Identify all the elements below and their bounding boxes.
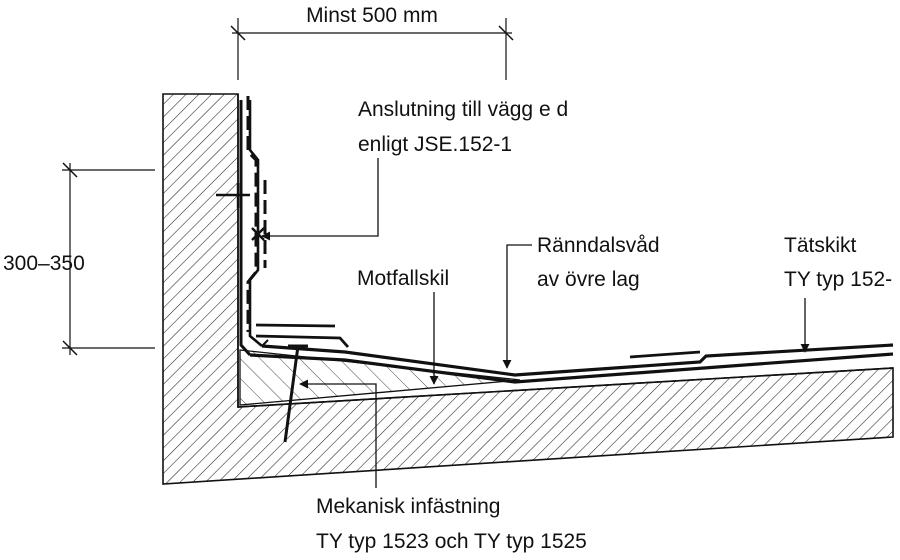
mechanical-fastener [283,344,308,443]
counter-slope-leader: Motfallskil [357,267,449,385]
fastening-label-line1: Mekanisk infästning [316,495,500,518]
height-dimension: 300–350 [3,162,155,356]
width-dimension: Minst 500 mm [230,4,514,80]
gutter-sheet-label-line1: Ränndalsvåd [537,234,660,257]
wall-fastener [216,183,265,241]
counter-slope-label: Motfallskil [357,267,449,290]
gutter-sheet-label-line2: av övre lag [537,268,640,291]
gutter-sheet-leader: Ränndalsvåd av övre lag [502,234,660,369]
wall-connection-leader: Anslutning till vägg e d enligt JSE.152-… [261,98,568,241]
wall-membrane-layers [239,96,267,357]
wall-connection-label-line1: Anslutning till vägg e d [358,98,568,121]
fastening-leader: Mekanisk infästning TY typ 1523 och TY t… [299,379,587,553]
width-dimension-label: Minst 500 mm [306,4,438,27]
fastening-label-line2: TY typ 1523 och TY typ 1525 [316,530,587,553]
height-dimension-label: 300–350 [3,252,85,275]
wall-connection-label-line2: enligt JSE.152-1 [358,133,512,156]
membrane-label-line1: Tätskikt [784,234,857,257]
membrane-leader: Tätskikt TY typ 152- [784,234,892,353]
membrane-label-line2: TY typ 152- [784,268,892,291]
